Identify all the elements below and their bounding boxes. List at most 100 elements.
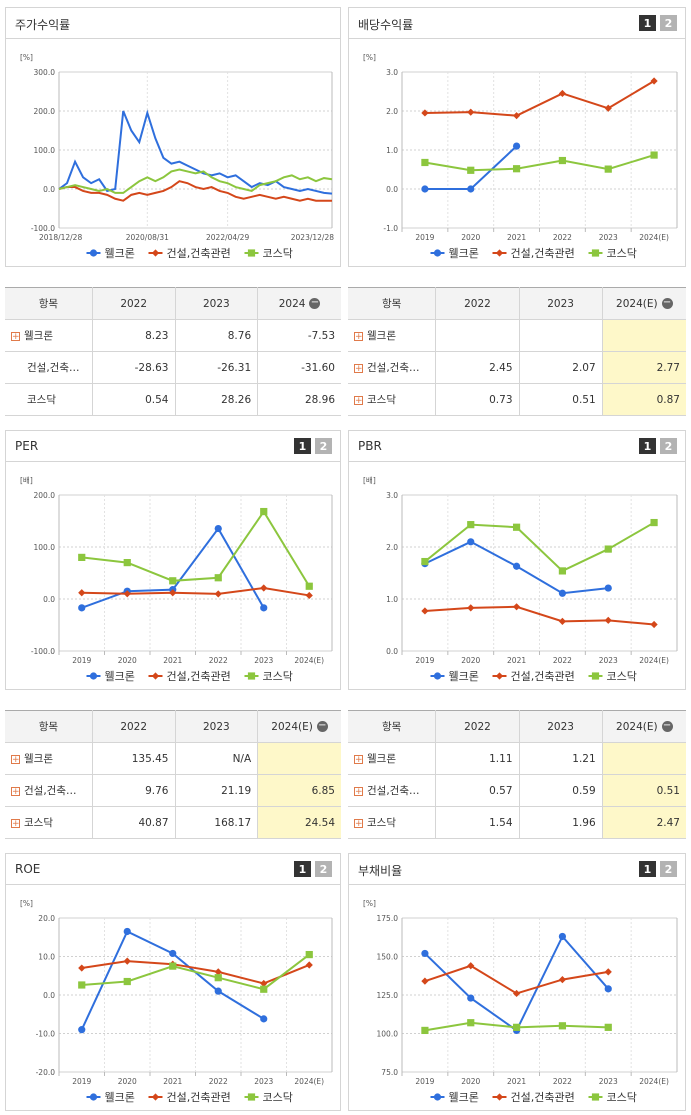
table-row: + 건설,건축… 2.45 2.07 2.77 [348, 351, 686, 384]
y-tick-label: 2.0 [386, 107, 398, 116]
data-point [169, 589, 177, 597]
row-name-cell: + 코스닥 [348, 806, 437, 839]
expand-icon[interactable]: + [11, 818, 20, 829]
data-point [558, 976, 567, 984]
x-tick-label: 2019 [415, 233, 434, 242]
page-2-button[interactable]: 2 [315, 438, 332, 454]
data-point [512, 142, 521, 150]
expand-icon[interactable]: + [354, 395, 363, 406]
x-tick-label: 2024(E) [294, 1077, 324, 1086]
data-point [123, 559, 131, 567]
value-cell: 28.26 [175, 383, 259, 416]
row-name-cell: + 웰크론 [348, 319, 437, 352]
expand-icon[interactable]: + [354, 786, 363, 797]
series-line [424, 80, 655, 117]
row-name-cell: + 건설,건축… [348, 774, 437, 807]
expand-icon[interactable]: + [354, 754, 363, 765]
legend-label: 웰크론 [105, 1091, 135, 1104]
page-1-button[interactable]: 1 [294, 438, 311, 454]
table-header-row: 항목 2022 2023 2024(E) − [5, 710, 341, 743]
data-point [421, 185, 429, 193]
y-tick-label: 10.0 [38, 953, 55, 962]
legend-label: 건설,건축관련 [511, 670, 575, 683]
collapse-icon[interactable]: − [661, 720, 673, 732]
data-point [169, 962, 177, 970]
axis-unit: [배] [363, 476, 376, 485]
row-name-cell: + 웰크론 [348, 742, 437, 775]
roe-panel: ROE 1 2 [%] 20.0 10.0 0.0 -10.0 -20.0 2019 2020… [5, 853, 341, 1111]
x-tick-label: 2022/04/29 [206, 233, 249, 242]
page-2-button[interactable]: 2 [660, 438, 677, 454]
column-header: 2024− [257, 287, 341, 320]
data-point [604, 104, 612, 112]
debt-ratio-panel: 부채비율 1 2 [%] 175.0 150.0 125.0 100.0 75.0 2019… [348, 853, 686, 1111]
y-tick-label: 20.0 [38, 914, 55, 923]
collapse-icon[interactable]: − [661, 297, 673, 309]
dividend-yield-table: 항목 2022 2023 2024(E) − + 웰크론 + 건설,건축… 2.45 2.07 2.7… [348, 287, 686, 416]
series-line [424, 605, 655, 626]
x-tick-label: 2020 [118, 1077, 137, 1086]
data-point [247, 249, 256, 257]
expand-icon[interactable]: + [354, 818, 363, 829]
x-tick-label: 2022 [209, 656, 228, 665]
page-1-button[interactable]: 1 [639, 15, 656, 31]
expand-icon[interactable]: + [11, 786, 20, 797]
collapse-icon[interactable]: − [309, 297, 321, 309]
table-row: + 코스닥 0.73 0.51 0.87 [348, 383, 686, 416]
data-point [421, 557, 429, 566]
debt-ratio-chart: [%]175.0 150.0 125.0 100.0 75.0 2019 2020 2021 2… [363, 899, 678, 1104]
x-tick-label: 2024(E) [639, 233, 669, 242]
data-point [558, 617, 567, 625]
table-row: + 웰크론 1.11 1.21 [348, 742, 686, 775]
value-cell [602, 319, 686, 352]
x-tick-label: 2022 [553, 233, 572, 242]
page-1-button[interactable]: 1 [639, 861, 656, 877]
panel-header: 주가수익률 [6, 8, 340, 39]
page-2-button[interactable]: 2 [660, 15, 677, 31]
table-row: + 웰크론 135.45 N/A [5, 742, 341, 775]
page-2-button[interactable]: 2 [315, 861, 332, 877]
expand-icon[interactable]: + [354, 363, 363, 374]
value-cell: 135.45 [92, 742, 176, 775]
data-point [89, 1093, 98, 1101]
column-header: 항목 [5, 287, 93, 320]
series-line [80, 930, 265, 1031]
page-2-button[interactable]: 2 [660, 861, 677, 877]
x-tick-label: 2020 [461, 1077, 480, 1086]
row-name-cell: + 코스닥 [5, 806, 93, 839]
collapse-icon[interactable]: − [316, 720, 328, 732]
axis-unit: [%] [20, 53, 33, 62]
legend-label: 웰크론 [449, 1091, 479, 1104]
series-line [81, 953, 310, 991]
x-tick-label: 2022 [209, 1077, 228, 1086]
x-tick-label: 2022 [553, 1077, 572, 1086]
y-tick-label: 75.0 [381, 1068, 398, 1077]
value-cell: 2.07 [519, 351, 603, 384]
expand-icon[interactable]: + [11, 331, 20, 342]
pager: 1 2 [639, 15, 677, 31]
roe-chart: [%] 20.0 10.0 0.0 -10.0 -20.0 2019 2020 2021 2022… [20, 899, 333, 1104]
table-row: + 웰크론 8.23 8.76 -7.53 [5, 319, 341, 352]
value-cell: 2.47 [602, 806, 686, 839]
expand-icon[interactable]: + [354, 331, 363, 342]
value-cell: 21.19 [175, 774, 259, 807]
legend-label: 코스닥 [607, 247, 637, 260]
data-point [604, 584, 612, 592]
series-line [58, 180, 332, 202]
expand-icon[interactable]: + [11, 754, 20, 765]
column-header: 2022 [92, 287, 176, 320]
value-cell: 24.54 [257, 806, 341, 839]
data-point [151, 672, 160, 680]
x-tick-label: 2023 [599, 233, 618, 242]
panel-title: 주가수익률 [15, 18, 71, 32]
value-cell [519, 319, 603, 352]
page-1-button[interactable]: 1 [639, 438, 656, 454]
data-point [433, 672, 442, 680]
data-point [123, 977, 131, 986]
x-tick-label: 2021 [507, 656, 526, 665]
data-point [214, 590, 222, 598]
data-point [604, 985, 612, 993]
data-point [558, 156, 567, 165]
page-1-button[interactable]: 1 [294, 861, 311, 877]
y-tick-label: 100.0 [34, 146, 56, 155]
